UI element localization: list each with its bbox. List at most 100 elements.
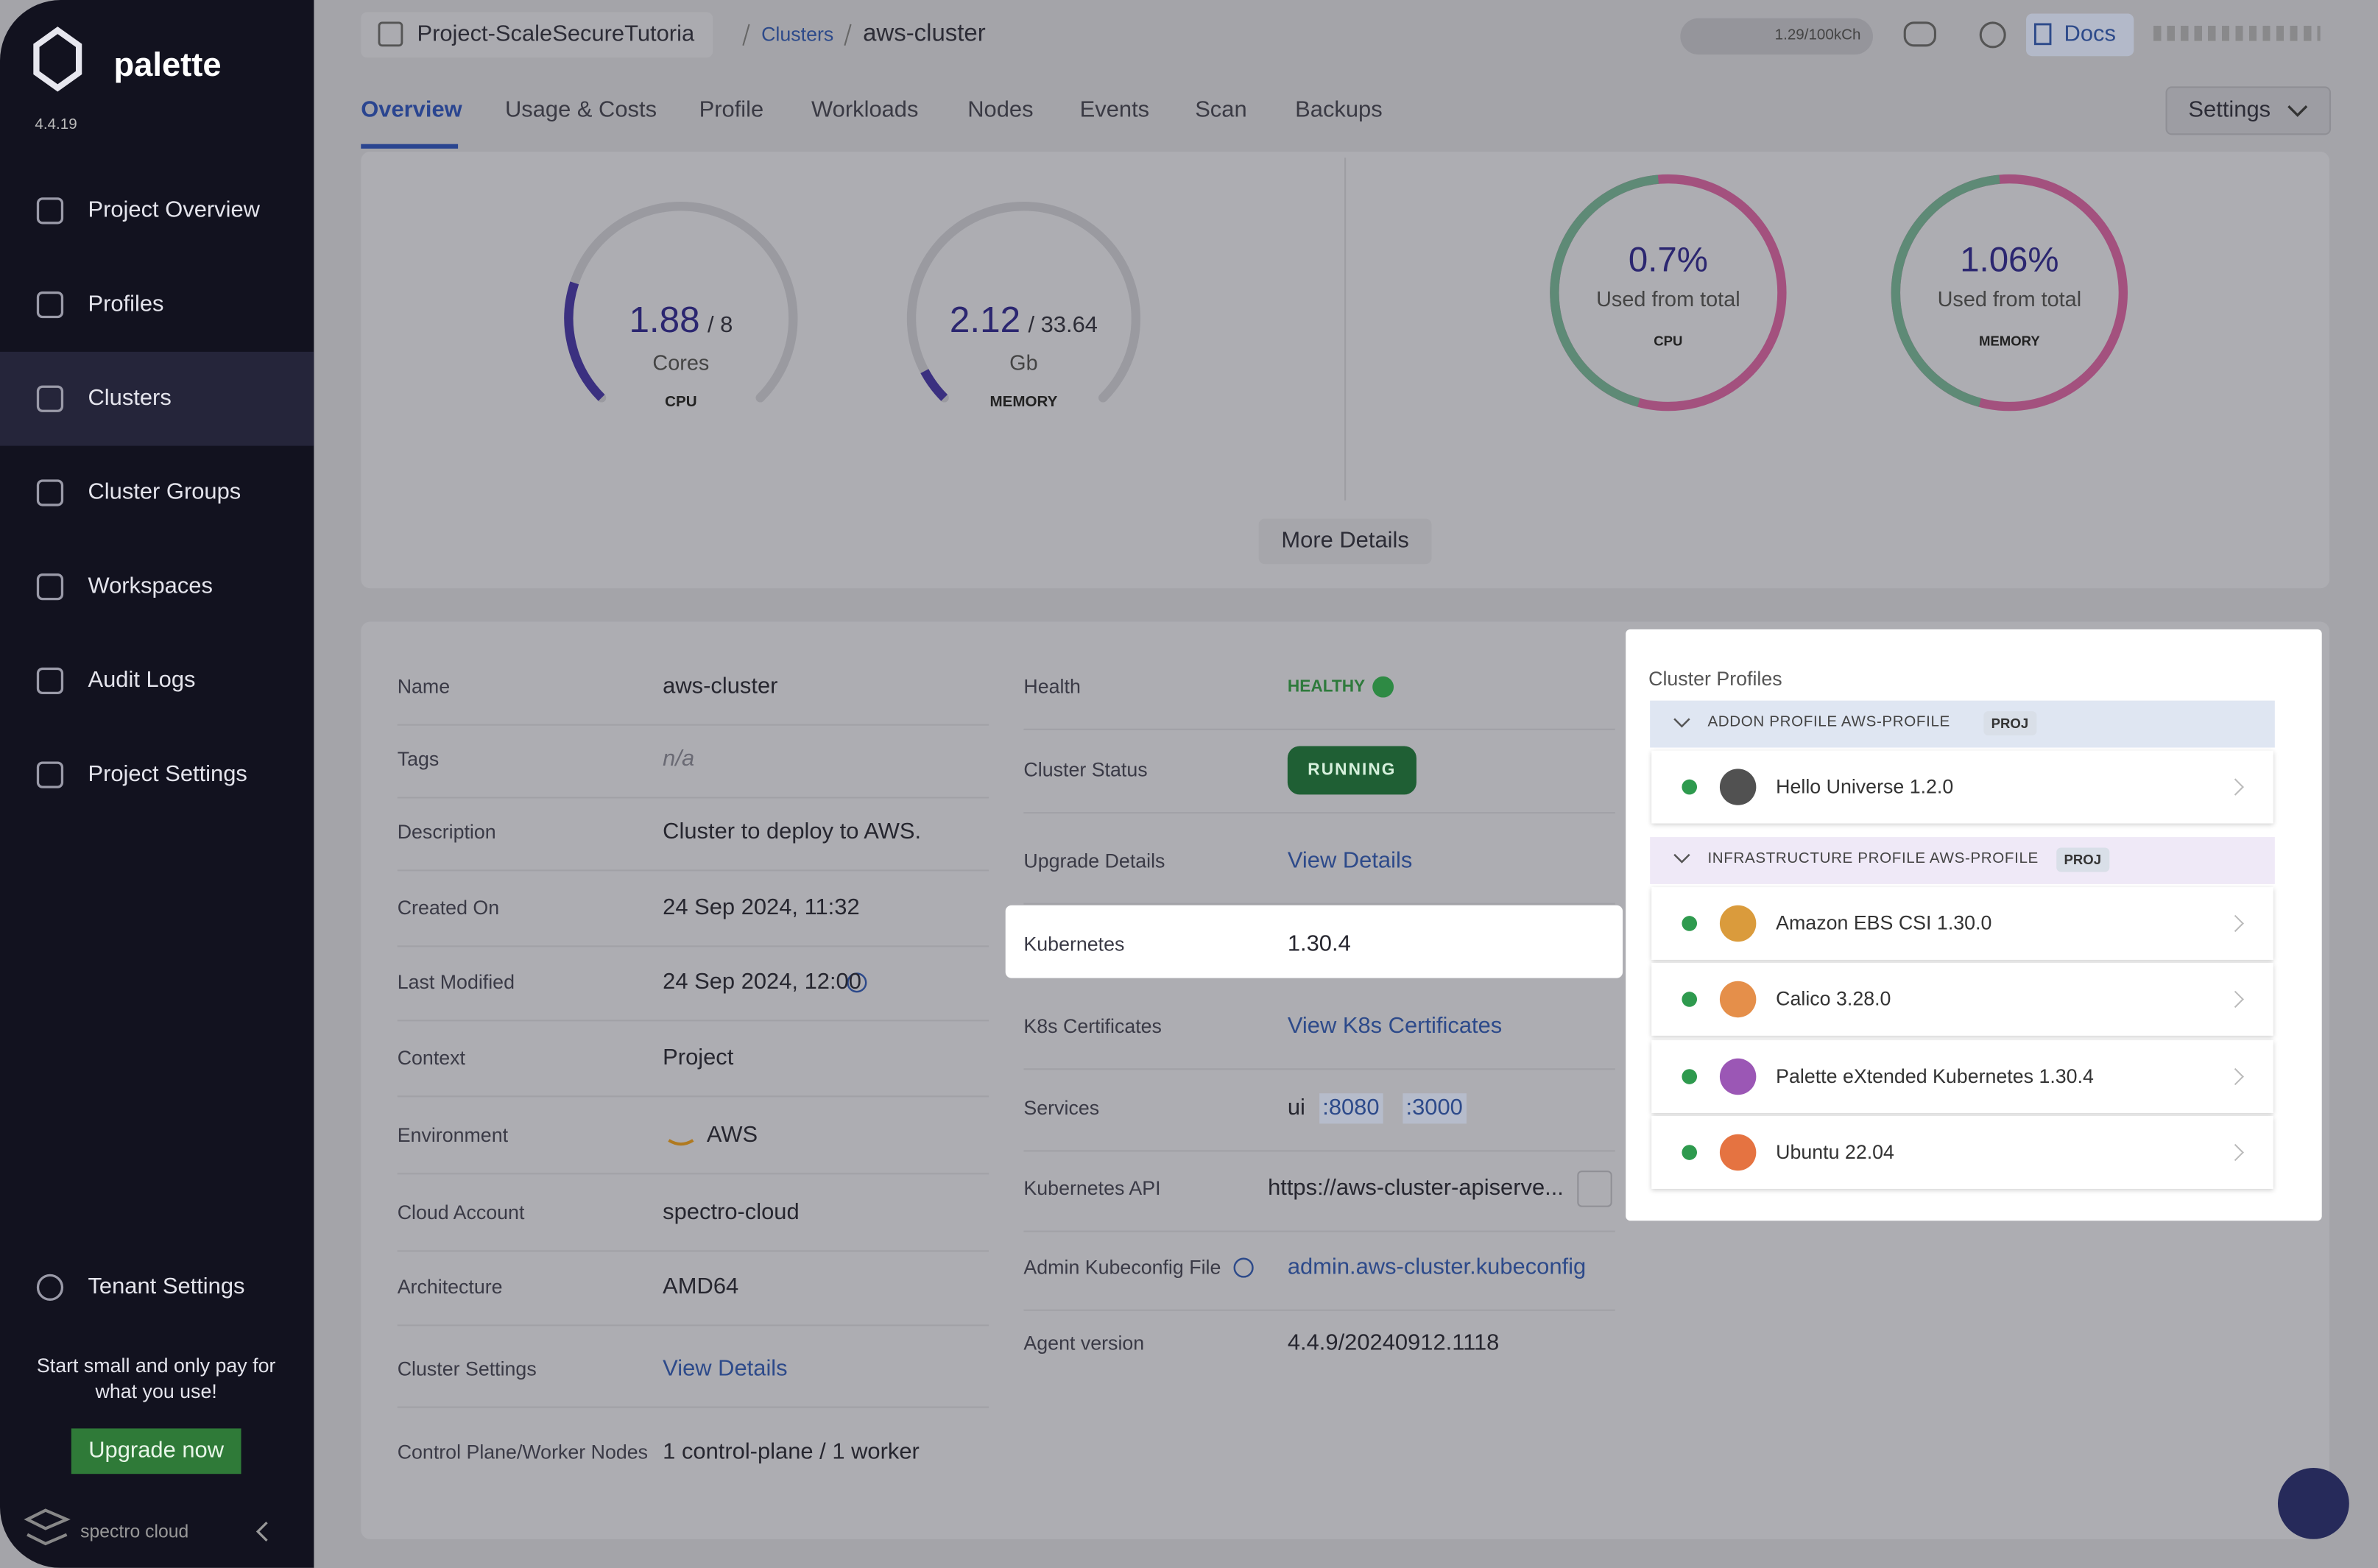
breadcrumb-current: aws-cluster	[863, 21, 986, 47]
detail-value: 24 Sep 2024, 12:00	[663, 969, 861, 995]
nav-item[interactable]: Tenant Settings	[88, 1274, 245, 1300]
profile-header[interactable]	[1650, 700, 2275, 748]
detail-label: Cloud Account	[397, 1201, 525, 1224]
nav-icon	[36, 573, 64, 601]
chevron	[2287, 105, 2308, 117]
detail-label: Description	[397, 820, 496, 844]
brand: palette	[113, 45, 222, 84]
gauge-label: MEMORY	[989, 394, 1058, 412]
pack-icon	[1719, 1134, 1757, 1171]
gauge-track	[906, 201, 1141, 403]
gauge-value: 1.88	[629, 300, 700, 342]
gauge-total: / 33.64	[1028, 312, 1098, 339]
profile-header[interactable]	[1650, 836, 2275, 883]
gauge-unit: Gb	[1009, 350, 1038, 375]
detail-label: Agent version	[1023, 1331, 1145, 1355]
gauge-total: / 8	[707, 312, 733, 339]
health: HEALTHY	[1287, 677, 1366, 696]
nav-icon	[36, 291, 64, 319]
profile-tag: PROJ	[2056, 847, 2109, 872]
pack-icon	[1719, 769, 1757, 805]
pack-icon	[1719, 904, 1757, 942]
tab[interactable]: Scan	[1195, 96, 1247, 123]
info-icon	[1233, 1257, 1254, 1278]
gauge-fill	[564, 281, 605, 401]
logo	[33, 27, 82, 92]
sep	[844, 24, 852, 46]
profile-name: ADDON PROFILE AWS-PROFILE	[1707, 714, 1950, 731]
nav-item[interactable]: Project Overview	[88, 197, 261, 223]
footer-brand: spectro cloud	[80, 1521, 189, 1542]
pack-name: Calico 3.28.0	[1776, 986, 1891, 1010]
promo: Start small and only pay for what you us…	[36, 1354, 276, 1403]
service-port[interactable]: :8080	[1319, 1093, 1383, 1124]
tab[interactable]: Profile	[699, 96, 764, 123]
pack-status	[1682, 915, 1698, 930]
detail-value: aws-cluster	[663, 673, 778, 699]
pack-status	[1682, 992, 1698, 1007]
nav-item[interactable]: Audit Logs	[88, 667, 196, 693]
detail-value: AWS	[706, 1122, 758, 1148]
tab[interactable]: Usage & Costs	[504, 96, 657, 123]
detail-value: n/a	[663, 746, 695, 772]
docs-icon	[2033, 23, 2052, 46]
tab[interactable]: Backups	[1295, 96, 1383, 123]
copy-button[interactable]	[1577, 1170, 1612, 1207]
gauge-value: 1.88 / 8	[560, 300, 802, 346]
detail-label: Tags	[397, 747, 440, 771]
tab[interactable]: Events	[1079, 96, 1150, 123]
nav-item[interactable]: Project Settings	[88, 761, 247, 788]
detail-label: Created On	[397, 896, 500, 919]
avatar	[2153, 26, 2321, 41]
health-icon	[1372, 676, 1394, 698]
detail-value: spectro-cloud	[663, 1199, 800, 1226]
detail-label: Cluster Status	[1023, 757, 1148, 781]
gauge-unit: Cores	[652, 350, 710, 375]
sidebar	[0, 0, 314, 1568]
nav-item[interactable]: Workspaces	[88, 573, 213, 599]
search-button[interactable]	[2277, 1467, 2349, 1539]
detail-value[interactable]: View Details	[663, 1355, 788, 1382]
nav-item[interactable]: Profiles	[88, 291, 164, 317]
detail-label: Kubernetes API	[1023, 1176, 1161, 1200]
tab[interactable]: Nodes	[967, 96, 1034, 123]
breadcrumb-link[interactable]: Clusters	[761, 22, 834, 46]
detail-value: Cluster to deploy to AWS.	[663, 819, 922, 845]
gauge-value: 2.12	[949, 300, 1021, 342]
pack-name: Palette eXtended Kubernetes 1.30.4	[1776, 1064, 2094, 1087]
pack-name: Ubuntu 22.04	[1776, 1140, 1894, 1163]
detail-label: Context	[397, 1046, 466, 1070]
project-selector[interactable]	[361, 12, 713, 58]
service-name: ui	[1287, 1095, 1305, 1121]
pack-status	[1682, 1068, 1698, 1084]
ring-part	[1550, 174, 1659, 407]
upgrade-button[interactable]: Upgrade now	[71, 1428, 241, 1475]
detail-label: Name	[397, 674, 451, 698]
ring-label: CPU	[1654, 333, 1683, 349]
tab[interactable]: Overview	[361, 96, 462, 123]
more-details[interactable]	[1258, 518, 1432, 565]
nav-icon	[36, 385, 64, 412]
detail-label: Environment	[397, 1123, 509, 1147]
nav-icon	[36, 197, 64, 225]
detail-label: Services	[1023, 1096, 1100, 1120]
nav-item[interactable]: Clusters	[88, 385, 172, 412]
detail-value[interactable]: View Details	[1287, 847, 1413, 874]
tab[interactable]: Workloads	[811, 96, 919, 123]
detail-label: Health	[1023, 674, 1081, 698]
settings: Settings	[2188, 96, 2271, 123]
aws-icon	[668, 1139, 694, 1146]
nav-selected	[0, 351, 314, 446]
ring-value: 1.06%	[1960, 239, 2059, 280]
nav-item[interactable]: Cluster Groups	[88, 478, 241, 505]
detail-value[interactable]: admin.aws-cluster.kubeconfig	[1287, 1254, 1587, 1280]
detail-value[interactable]: View K8s Certificates	[1287, 1013, 1503, 1039]
usage: 1.29/100kCh	[1774, 27, 1861, 44]
ring-part	[1891, 174, 2000, 407]
ring-label: MEMORY	[1978, 333, 2040, 349]
docs-button[interactable]	[2026, 13, 2134, 57]
gauge-value: 2.12 / 33.64	[903, 300, 1146, 346]
service-port[interactable]: :3000	[1403, 1093, 1466, 1124]
